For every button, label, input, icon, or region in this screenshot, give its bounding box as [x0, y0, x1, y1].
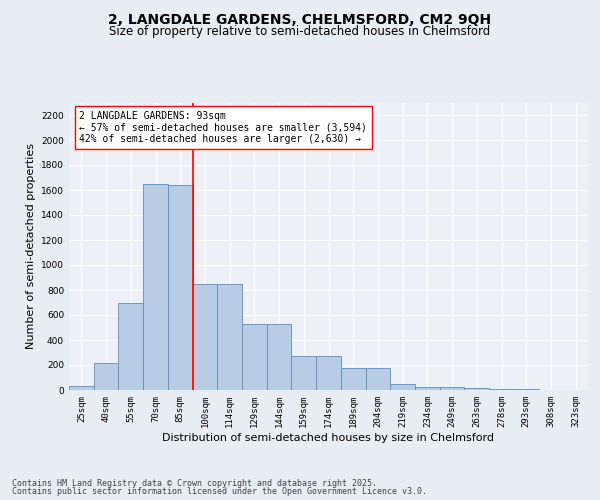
Y-axis label: Number of semi-detached properties: Number of semi-detached properties	[26, 143, 35, 350]
Bar	[440, 387, 464, 390]
Bar	[390, 384, 415, 390]
Bar	[365, 368, 390, 390]
Bar	[464, 388, 489, 390]
X-axis label: Distribution of semi-detached houses by size in Chelmsford: Distribution of semi-detached houses by …	[163, 432, 494, 442]
Bar	[143, 184, 168, 390]
Bar	[242, 324, 267, 390]
Bar	[341, 368, 365, 390]
Bar	[118, 302, 143, 390]
Bar	[193, 284, 217, 390]
Bar	[415, 387, 440, 390]
Bar	[69, 386, 94, 390]
Bar	[316, 356, 341, 390]
Text: 2, LANGDALE GARDENS, CHELMSFORD, CM2 9QH: 2, LANGDALE GARDENS, CHELMSFORD, CM2 9QH	[109, 12, 491, 26]
Bar	[489, 389, 514, 390]
Text: Size of property relative to semi-detached houses in Chelmsford: Size of property relative to semi-detach…	[109, 25, 491, 38]
Bar	[217, 284, 242, 390]
Text: Contains public sector information licensed under the Open Government Licence v3: Contains public sector information licen…	[12, 487, 427, 496]
Bar	[292, 356, 316, 390]
Bar	[94, 362, 118, 390]
Text: Contains HM Land Registry data © Crown copyright and database right 2025.: Contains HM Land Registry data © Crown c…	[12, 478, 377, 488]
Bar	[267, 324, 292, 390]
Bar	[168, 185, 193, 390]
Text: 2 LANGDALE GARDENS: 93sqm
← 57% of semi-detached houses are smaller (3,594)
42% : 2 LANGDALE GARDENS: 93sqm ← 57% of semi-…	[79, 111, 367, 144]
